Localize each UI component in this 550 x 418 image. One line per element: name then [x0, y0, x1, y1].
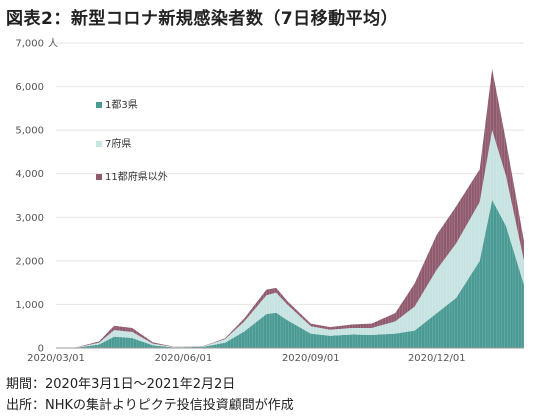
source-note: 出所：NHKの集計よりピクテ投信投資顧問が作成 [6, 398, 294, 413]
x-tick-label: 2020/03/01 [27, 353, 85, 364]
chart-title: 図表2：新型コロナ新規感染者数（7日移動平均） [6, 9, 399, 29]
legend-swatch [96, 174, 102, 180]
legend-swatch [96, 141, 102, 147]
period-note: 期間：2020年3月1日～2021年2月2日 [6, 377, 236, 392]
x-tick-label: 2020/09/01 [282, 353, 340, 364]
legend-label: 1都3県 [105, 99, 138, 111]
x-axis: 2020/03/01 2020/06/01 2020/09/01 2020/12/01 [27, 347, 524, 364]
legend-label: 7府県 [105, 137, 131, 150]
y-unit-label: 人 [48, 38, 58, 50]
stacked-areas [56, 69, 524, 348]
chart: 0 1,000 2,000 3,000 4,000 5,000 6,000 7,000 人 20… [15, 38, 525, 364]
y-tick-label: 6,000 [15, 82, 44, 93]
y-tick-label: 3,000 [15, 213, 44, 224]
y-tick-label: 4,000 [15, 169, 44, 180]
x-tick-label: 2020/12/01 [408, 353, 466, 364]
area-series [56, 199, 524, 348]
bar-texture [55, 76, 525, 348]
legend: 1都3県 7府県 11都府県以外 [96, 99, 168, 183]
y-tick-label: 5,000 [15, 126, 44, 137]
legend-swatch [96, 102, 102, 108]
legend-label: 11都府県以外 [105, 170, 168, 183]
y-tick-label: 2,000 [15, 256, 44, 267]
x-tick-label: 2020/06/01 [155, 353, 213, 364]
y-axis: 0 1,000 2,000 3,000 4,000 5,000 6,000 7,000 人 [15, 38, 58, 355]
y-tick-label: 0 [38, 344, 44, 355]
y-tick-label: 7,000 [15, 39, 44, 50]
y-tick-label: 1,000 [15, 300, 44, 311]
